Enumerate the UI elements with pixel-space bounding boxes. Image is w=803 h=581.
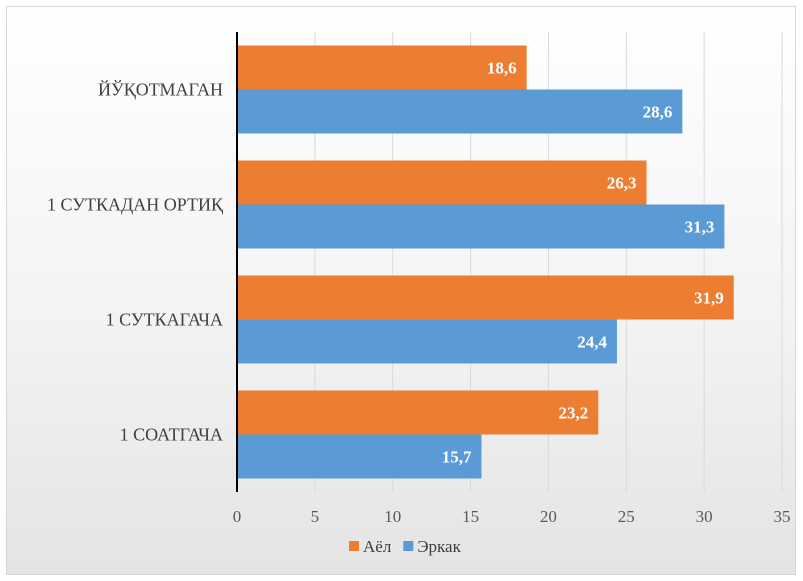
data-label: 24,4 bbox=[577, 333, 607, 352]
data-label: 28,6 bbox=[643, 103, 673, 122]
x-tick-label: 5 bbox=[311, 507, 320, 526]
data-label: 23,2 bbox=[559, 404, 589, 423]
category-label: 1 СУТКАДАН ОРТИҚ bbox=[47, 195, 224, 215]
x-tick-labels: 0 5 10 15 20 25 30 35 bbox=[233, 507, 791, 526]
legend-label: Аёл bbox=[363, 537, 392, 556]
x-tick-label: 35 bbox=[774, 507, 791, 526]
bar bbox=[237, 319, 617, 364]
bar bbox=[237, 390, 599, 435]
category-label: 1 СУТКАГАЧА bbox=[106, 310, 223, 330]
legend-swatch bbox=[403, 541, 414, 551]
bars: 23,2 15,7 31,9 24,4 26,3 31,3 18,6 28,6 bbox=[237, 45, 734, 479]
data-label: 26,3 bbox=[607, 174, 637, 193]
category-label: ЙЎҚОТМАГАН bbox=[98, 79, 223, 100]
chart-area: 23,2 15,7 31,9 24,4 26,3 31,3 18,6 28,6 1 СОАТГ… bbox=[6, 6, 796, 575]
x-tick-label: 15 bbox=[462, 507, 479, 526]
data-label: 15,7 bbox=[442, 448, 472, 467]
data-label: 18,6 bbox=[487, 59, 517, 78]
x-tick-label: 10 bbox=[384, 507, 401, 526]
x-tick-label: 30 bbox=[696, 507, 713, 526]
x-tick-label: 20 bbox=[540, 507, 557, 526]
legend-swatch bbox=[349, 541, 359, 551]
bar bbox=[237, 89, 683, 134]
data-label: 31,3 bbox=[685, 218, 715, 237]
bar-chart: 23,2 15,7 31,9 24,4 26,3 31,3 18,6 28,6 1 СОАТГ… bbox=[47, 32, 791, 556]
x-tick-label: 0 bbox=[233, 507, 242, 526]
bar bbox=[237, 275, 734, 320]
legend-label: Эркак bbox=[417, 537, 461, 556]
bar bbox=[237, 434, 482, 479]
x-tick-label: 25 bbox=[618, 507, 635, 526]
data-label: 31,9 bbox=[694, 289, 724, 308]
legend: Аёл Эркак bbox=[349, 537, 462, 556]
bar bbox=[237, 45, 527, 90]
bar bbox=[237, 160, 647, 205]
category-label: 1 СОАТГАЧА bbox=[120, 425, 223, 445]
category-labels: 1 СОАТГАЧА 1 СУТКАГАЧА 1 СУТКАДАН ОРТИҚ ЙЎҚ… bbox=[47, 79, 224, 445]
bar bbox=[237, 204, 725, 249]
